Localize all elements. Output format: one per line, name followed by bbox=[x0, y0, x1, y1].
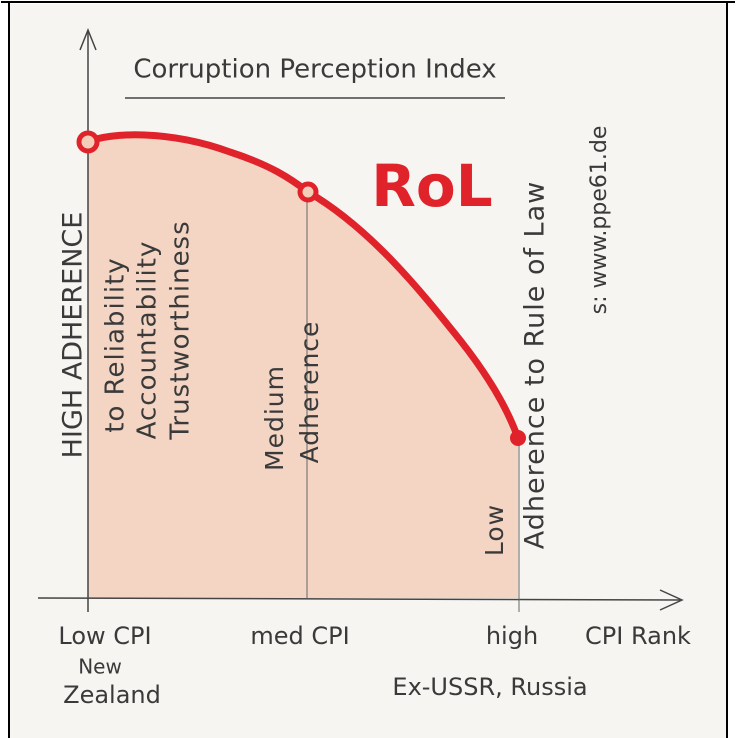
curve-point bbox=[79, 133, 97, 151]
curve-label: RoL bbox=[371, 152, 492, 220]
x-label: med CPI bbox=[250, 622, 349, 650]
curve-point bbox=[300, 184, 316, 200]
x-label: Zealand bbox=[63, 681, 161, 709]
x-label: high bbox=[486, 622, 538, 650]
vertical-label: HIGH ADHERENCE bbox=[58, 212, 89, 459]
x-label: Ex-USSR, Russia bbox=[392, 673, 587, 701]
x-label: New bbox=[78, 655, 122, 679]
vertical-label: Accountability bbox=[133, 241, 163, 440]
vertical-label: Adherence to Rule of Law bbox=[520, 181, 551, 549]
diagram: Corruption Perception Index RoL HIGH ADH… bbox=[0, 0, 736, 738]
vertical-label: Trustworthiness bbox=[166, 220, 196, 440]
source-label: s: www.ppe61.de bbox=[587, 126, 612, 315]
x-label: CPI Rank bbox=[585, 622, 691, 650]
title: Corruption Perception Index bbox=[133, 55, 496, 85]
vertical-label: Adherence bbox=[295, 321, 324, 464]
vertical-label: to Reliability bbox=[101, 257, 131, 432]
x-label: Low CPI bbox=[58, 622, 151, 650]
vertical-label: Medium bbox=[260, 365, 289, 471]
vertical-label: Low bbox=[480, 504, 509, 556]
